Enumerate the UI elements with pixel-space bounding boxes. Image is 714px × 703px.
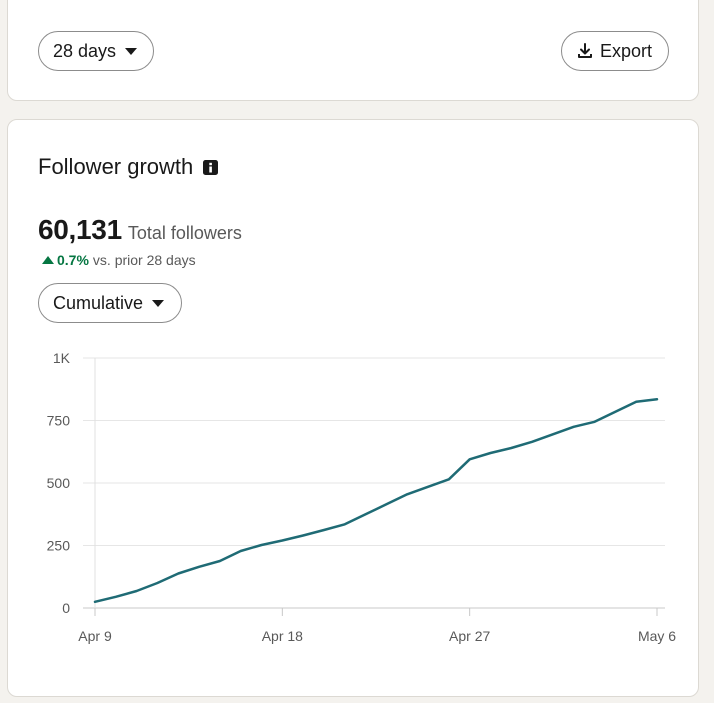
x-tick-label: Apr 9 xyxy=(78,628,112,644)
x-tick-label: Apr 27 xyxy=(449,628,490,644)
date-range-label: 28 days xyxy=(53,41,116,62)
export-button[interactable]: Export xyxy=(561,31,669,71)
export-label: Export xyxy=(600,41,652,62)
x-tick-label: May 6 xyxy=(638,628,676,644)
download-icon xyxy=(576,42,594,60)
follower-chart: 0 250 500 750 1K Apr 9 Apr 18 Apr 27 May 6 xyxy=(8,120,700,698)
y-tick-label: 0 xyxy=(62,600,70,616)
y-tick-label: 750 xyxy=(47,413,71,429)
y-tick-label: 250 xyxy=(47,538,71,554)
y-tick-label: 500 xyxy=(47,475,71,491)
y-tick-label: 1K xyxy=(53,350,71,366)
top-toolbar-card: 28 days Export xyxy=(7,0,699,101)
series-line xyxy=(95,399,657,602)
x-tick-label: Apr 18 xyxy=(262,628,303,644)
caret-down-icon xyxy=(125,48,137,55)
date-range-dropdown[interactable]: 28 days xyxy=(38,31,154,71)
follower-growth-card: Follower growth 60,131 Total followers 0… xyxy=(7,119,699,697)
line-chart: 0 250 500 750 1K Apr 9 Apr 18 Apr 27 May 6 xyxy=(8,120,700,698)
